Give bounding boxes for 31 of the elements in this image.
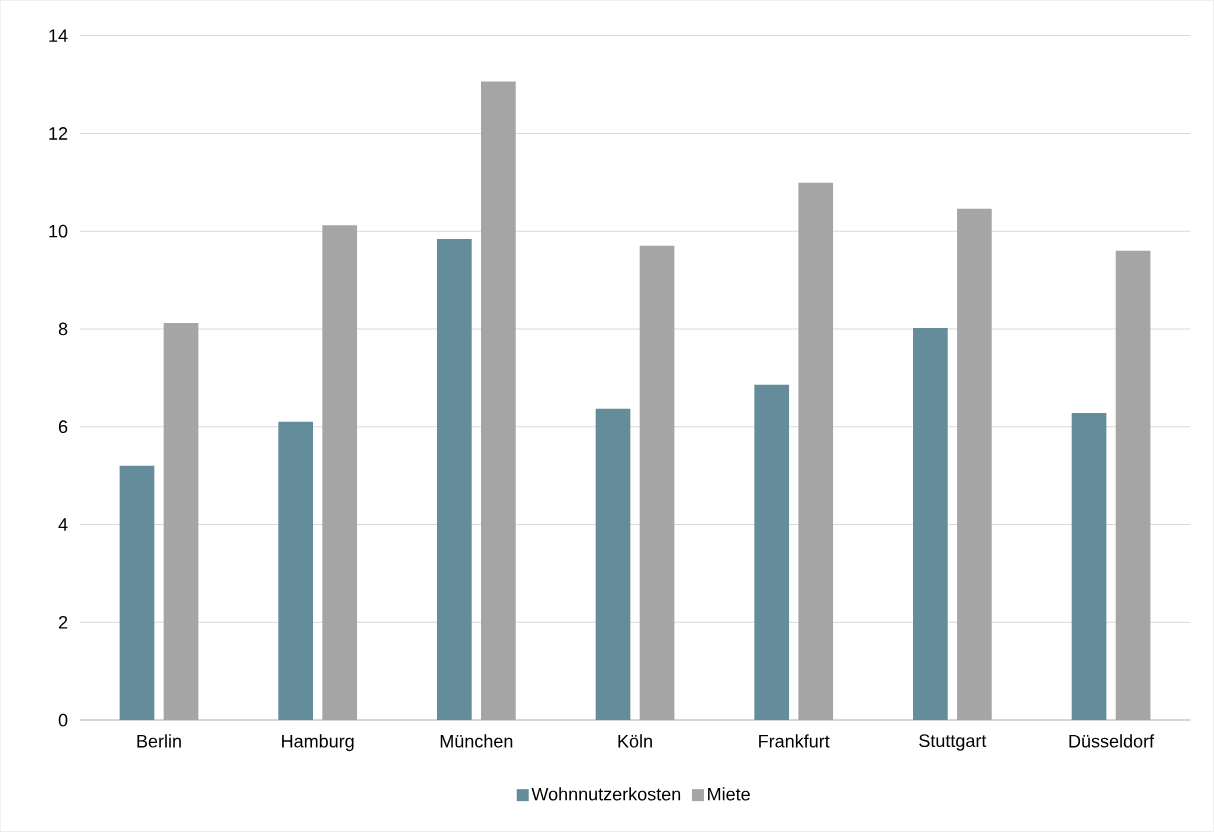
x-tick-label: Hamburg <box>282 734 354 752</box>
y-tick-label: 12 <box>49 127 68 140</box>
x-tick-label: München <box>440 734 513 748</box>
bar <box>639 245 675 721</box>
bar <box>436 239 472 721</box>
bar <box>481 81 516 721</box>
bar <box>798 182 834 721</box>
x-tick-label: Frankfurt <box>759 734 830 748</box>
bar <box>163 323 199 721</box>
bar <box>1071 413 1107 721</box>
y-tick-label: 0 <box>58 713 68 727</box>
bar <box>119 465 155 721</box>
y-tick-label: 8 <box>58 322 68 336</box>
legend-label: Wohnnutzerkosten <box>531 787 681 801</box>
bar <box>754 384 790 721</box>
y-tick-label: 14 <box>49 29 68 42</box>
bar <box>913 328 948 721</box>
bar <box>278 421 313 721</box>
y-tick-label: 2 <box>58 616 68 629</box>
x-tick-label: Berlin <box>137 734 181 748</box>
y-tick-label: 4 <box>58 518 68 531</box>
bar <box>595 408 631 721</box>
x-tick-label: Köln <box>618 734 652 748</box>
x-tick-label: Stuttgart <box>919 734 987 751</box>
bar <box>1115 250 1151 721</box>
bar <box>957 208 992 721</box>
legend-label: Miete <box>708 787 750 801</box>
bar <box>322 225 358 721</box>
y-tick-label: 6 <box>58 420 68 434</box>
x-tick-label: Düsseldorf <box>1069 734 1155 748</box>
y-tick-label: 10 <box>49 224 68 238</box>
